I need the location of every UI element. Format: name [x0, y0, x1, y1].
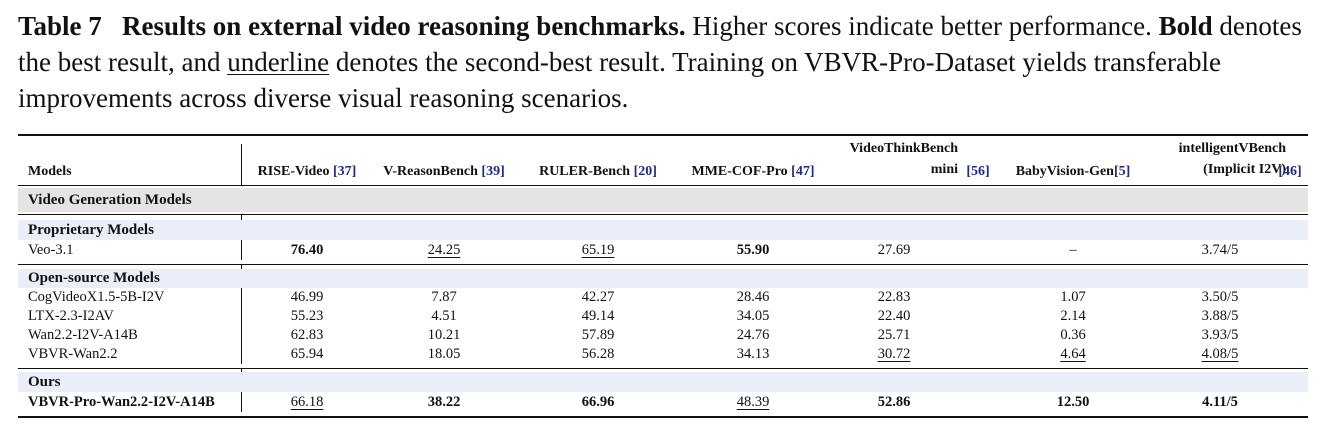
header-ruler-bench: RULER-Bench [20] — [539, 164, 657, 179]
section-proprietary: Proprietary Models — [18, 220, 1308, 240]
table-caption: Table 7 Results on external video reason… — [18, 8, 1318, 116]
header-vsep — [241, 144, 242, 185]
cite-20: [20] — [633, 164, 657, 179]
table-row-ltx: LTX-2.3-I2AV 55.23 4.51 49.14 34.05 22.4… — [28, 308, 1239, 324]
cite-5: [5] — [1113, 164, 1131, 179]
caption-text-3: denotes the second-best result. Training… — [18, 47, 1222, 113]
open-source-vsep — [241, 265, 242, 364]
bottom-rule — [18, 416, 1308, 418]
caption-label: Table 7 — [18, 11, 102, 41]
caption-bold-word: Bold — [1158, 11, 1213, 41]
header-babyvision-gen: BabyVision-Gen [5] — [1015, 164, 1131, 179]
section-open-source: Open-source Models — [18, 269, 1308, 288]
table-row-cogvideox: CogVideoX1.5-5B-I2V 46.99 7.87 42.27 28.… — [28, 289, 1239, 305]
section-rule-3 — [18, 368, 1308, 369]
section-rule-1 — [18, 214, 1308, 215]
cite-56: [56] — [966, 164, 990, 179]
section-video-generation: Video Generation Models — [18, 188, 1308, 212]
cite-47: [47] — [791, 164, 815, 179]
caption-title: Results on external video reasoning benc… — [122, 11, 686, 41]
table-row-ours: VBVR-Pro-Wan2.2-I2V-A14B 66.18 38.22 66.… — [28, 393, 1238, 410]
table-row-wan: Wan2.2-I2V-A14B 62.83 10.21 57.89 24.76 … — [28, 327, 1239, 343]
table-header: Models RISE-Video [37] V-ReasonBench [39… — [18, 136, 1308, 185]
header-v-reasonbench: V-ReasonBench [39] — [383, 164, 505, 179]
cite-37: [37] — [333, 164, 357, 179]
header-intelligentvbench: intelligentVBench (Implicit I2V) — [1178, 141, 1286, 177]
caption-text-1: Higher scores indicate better performanc… — [685, 11, 1159, 41]
header-rise-video: RISE-Video [37] — [257, 164, 357, 179]
caption-underline-word: underline — [227, 47, 330, 77]
header-rule — [18, 185, 1308, 186]
section-rule-2 — [18, 264, 1308, 265]
header-mme-cof-pro: MME-COF-Pro [47] — [691, 164, 815, 179]
table-row-veo: Veo-3.1 76.40 24.25 65.19 55.90 27.69 – … — [28, 241, 1239, 258]
top-rule — [18, 134, 1308, 136]
cite-46: [46] — [1278, 164, 1302, 179]
table-row-vbvr: VBVR-Wan2.2 65.94 18.05 56.28 34.13 30.7… — [28, 346, 1239, 362]
header-models: Models — [28, 164, 72, 179]
caption-text-2: denotes the best result, and — [18, 11, 1302, 77]
section-ours: Ours — [18, 372, 1308, 392]
cite-39: [39] — [481, 164, 505, 179]
header-videothinkbench: VideoThinkBench mini — [849, 141, 958, 177]
